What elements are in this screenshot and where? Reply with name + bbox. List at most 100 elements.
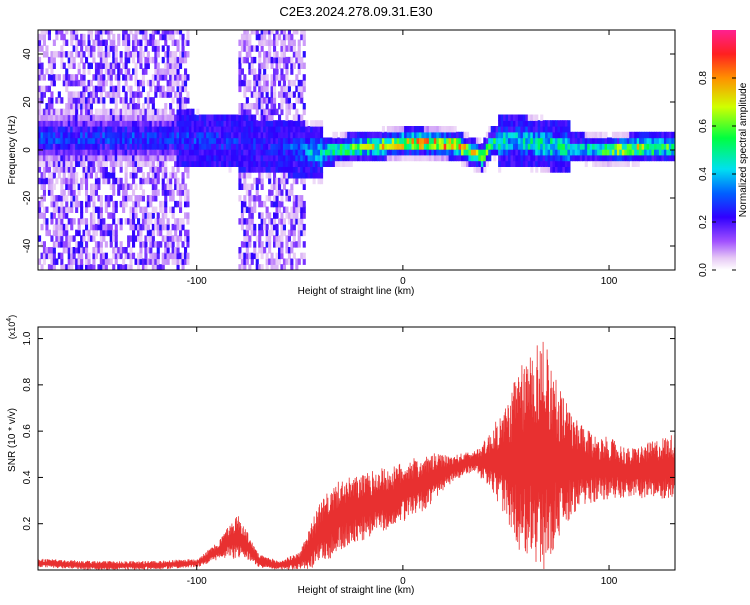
spectrogram-cell bbox=[80, 184, 83, 190]
spectrogram-cell bbox=[105, 241, 108, 247]
spectrogram-cell bbox=[298, 45, 301, 51]
spectrogram-cell bbox=[58, 172, 61, 178]
spectrogram-cell bbox=[164, 74, 167, 80]
spectrogram-cell bbox=[41, 63, 44, 69]
spectrogram-cell bbox=[78, 63, 81, 69]
spectrogram-cell bbox=[288, 97, 291, 103]
spectrogram-cell bbox=[295, 109, 298, 115]
spectrogram-cell bbox=[135, 207, 138, 213]
spectrogram-cell bbox=[567, 166, 570, 172]
spectrogram-cell bbox=[63, 34, 66, 40]
spectrogram-cell bbox=[253, 68, 256, 74]
spectrogram-cell bbox=[157, 253, 160, 259]
spectrogram-cell bbox=[298, 259, 301, 265]
spectrogram-cell bbox=[132, 230, 135, 236]
spectrogram-cell bbox=[293, 230, 296, 236]
spectrogram-cell bbox=[159, 241, 162, 247]
y-tick-label: 0.8 bbox=[22, 377, 33, 391]
spectrogram-cell bbox=[149, 247, 152, 253]
spectrogram-cell bbox=[80, 45, 83, 51]
spectrogram-cell bbox=[142, 51, 145, 57]
spectrogram-cell bbox=[177, 241, 180, 247]
y-tick-label: 0.2 bbox=[22, 516, 33, 530]
spectrogram-cell bbox=[112, 189, 115, 195]
spectrogram-cell bbox=[132, 57, 135, 63]
spectrogram-cell bbox=[65, 212, 68, 218]
figure: C2E3.2024.278.09.31.E30 -100 0 100 -40 -20 0… bbox=[0, 0, 750, 600]
spectrogram-cell bbox=[253, 57, 256, 63]
spectrogram-cell bbox=[266, 207, 269, 213]
spectrogram-cell bbox=[253, 230, 256, 236]
spectrogram-cell bbox=[135, 34, 138, 40]
spectrogram-cell bbox=[271, 189, 274, 195]
spectrogram-cell bbox=[132, 97, 135, 103]
spectrogram-cell bbox=[298, 235, 301, 241]
spectrogram-cell bbox=[135, 74, 138, 80]
spectrogram-cell bbox=[95, 172, 98, 178]
spectrogram-x-label: Height of straight line (km) bbox=[298, 286, 415, 297]
spectrogram-cell bbox=[283, 224, 286, 230]
spectrogram-cell bbox=[174, 172, 177, 178]
spectrogram-cell bbox=[100, 207, 103, 213]
spectrogram-cell bbox=[261, 253, 264, 259]
spectrogram-cell bbox=[303, 51, 306, 57]
spectrogram-cell bbox=[120, 178, 123, 184]
spectrogram-cell bbox=[157, 178, 160, 184]
spectrogram-cell bbox=[179, 201, 182, 207]
spectrogram-cell bbox=[276, 109, 279, 115]
spectrogram-cell bbox=[112, 184, 115, 190]
spectrogram-cell bbox=[75, 74, 78, 80]
spectrogram-cell bbox=[276, 68, 279, 74]
spectrogram-cell bbox=[303, 201, 306, 207]
spectrogram-cell bbox=[115, 230, 118, 236]
spectrogram-cell bbox=[144, 241, 147, 247]
spectrogram-cell bbox=[48, 86, 51, 92]
spectrogram-cell bbox=[186, 230, 189, 236]
spectrogram-cell bbox=[73, 166, 76, 172]
spectrogram-cell bbox=[139, 230, 142, 236]
y-tick-label: 0.6 bbox=[22, 424, 33, 438]
spectrogram-cell bbox=[276, 40, 279, 46]
spectrogram-cell bbox=[142, 195, 145, 201]
spectrogram-cell bbox=[303, 230, 306, 236]
spectrogram-cell bbox=[75, 178, 78, 184]
spectrogram-cell bbox=[246, 57, 249, 63]
spectrogram-cell bbox=[268, 45, 271, 51]
spectrogram-cell bbox=[43, 259, 46, 265]
spectrogram-cell bbox=[53, 247, 56, 253]
spectrogram-cell bbox=[637, 161, 640, 167]
spectrogram-cell bbox=[139, 91, 142, 97]
spectrogram-cell bbox=[60, 259, 63, 265]
spectrogram-cell bbox=[132, 218, 135, 224]
spectrogram-cell bbox=[164, 212, 167, 218]
spectrogram-cell bbox=[535, 166, 538, 172]
spectrogram-cell bbox=[248, 241, 251, 247]
spectrogram-cell bbox=[110, 28, 113, 34]
spectrogram-cell bbox=[48, 166, 51, 172]
spectrogram-cell bbox=[149, 86, 152, 92]
spectrogram-cell bbox=[164, 166, 167, 172]
spectrogram-cell bbox=[280, 195, 283, 201]
spectrogram-cell bbox=[258, 51, 261, 57]
spectrogram-cell bbox=[90, 34, 93, 40]
spectrogram-cell bbox=[320, 172, 323, 178]
spectrogram-cell bbox=[186, 97, 189, 103]
spectrogram-cell bbox=[90, 109, 93, 115]
spectrogram-cell bbox=[266, 91, 269, 97]
spectrogram-cell bbox=[63, 189, 66, 195]
spectrogram-cell bbox=[313, 178, 316, 184]
spectrogram-cell bbox=[102, 97, 105, 103]
spectrogram-cell bbox=[298, 40, 301, 46]
spectrogram-cell bbox=[246, 97, 249, 103]
spectrogram-cell bbox=[83, 68, 86, 74]
spectrogram-cell bbox=[283, 184, 286, 190]
spectrogram-cell bbox=[112, 172, 115, 178]
spectrogram-cell bbox=[43, 91, 46, 97]
spectrogram-cell bbox=[263, 218, 266, 224]
spectrogram-cell bbox=[112, 34, 115, 40]
spectrogram-cell bbox=[167, 224, 170, 230]
spectrogram-cell bbox=[466, 132, 469, 138]
spectrogram-cell bbox=[162, 178, 165, 184]
spectrogram-cell bbox=[303, 253, 306, 259]
spectrogram-cell bbox=[45, 218, 48, 224]
